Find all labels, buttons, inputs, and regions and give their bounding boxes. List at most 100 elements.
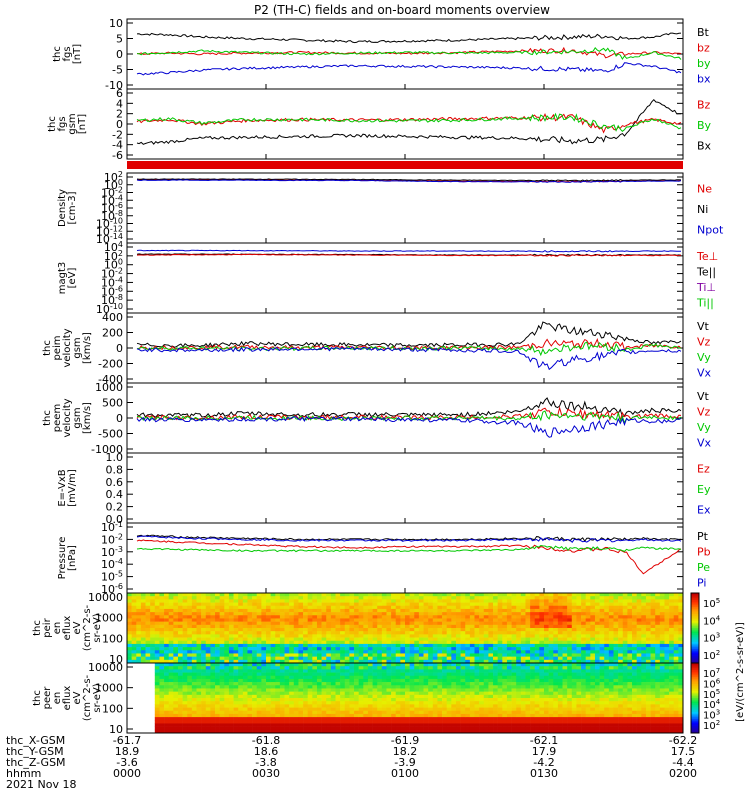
legend-entry: Te⊥ [696, 250, 718, 263]
series-line-Ti [136, 249, 681, 253]
panel-frame [126, 522, 684, 594]
legend-entry: Pt [697, 530, 709, 543]
y-tick-label: 10-2 [101, 267, 123, 281]
y-axis-label-line: [nT] [77, 114, 88, 134]
y-tick-label: 102 [104, 170, 123, 184]
legend-entry: Bx [697, 140, 712, 153]
y-tick-label: 100 [104, 258, 123, 272]
y-axis-label-line: en [52, 622, 63, 635]
y-axis-label-line: (cm^2-s- [82, 604, 93, 651]
y-axis-label-line: eflux [62, 686, 73, 711]
y-axis-label-line: eflux [62, 616, 73, 641]
series-line-Te [136, 253, 682, 257]
legend-entry: Ti⊥ [696, 281, 716, 294]
x-tick-label: 0130 [530, 767, 558, 780]
panel-frame [126, 172, 684, 244]
y-axis-label-line: eV [72, 691, 83, 704]
y-axis-label-line: Pressure [57, 537, 68, 580]
y-tick-label: 0.0 [106, 513, 124, 526]
panel-frame [126, 88, 684, 160]
x-tick-label: -61.8 [252, 734, 280, 747]
y-tick-label: -500 [98, 428, 123, 441]
y-tick-label: 10-6 [101, 284, 123, 298]
y-axis-label-line: E=-VxB [57, 469, 68, 506]
legend-entry: Ex [697, 504, 711, 517]
y-tick-label: -10 [105, 79, 123, 92]
y-tick-label: 10-2 [101, 532, 123, 546]
legend-entry: Ne [697, 182, 712, 195]
x-tick-label: 18.9 [115, 745, 140, 758]
series-line-Vt [136, 321, 682, 348]
y-axis-label-line: peim [52, 335, 63, 360]
y-axis-label-line: (cm^2-s- [82, 674, 93, 721]
y-tick-label: 10-3 [101, 545, 123, 559]
y-tick-label: 0.8 [106, 463, 124, 476]
y-axis-label-line: en [52, 692, 63, 705]
legend-entry: Vz [697, 405, 711, 418]
legend-entry: Vt [697, 320, 710, 333]
y-tick-label: -4 [112, 139, 123, 152]
series-line-Npot [136, 179, 682, 183]
legend-entry: Bt [697, 26, 710, 39]
x-tick-label: 18.2 [393, 745, 418, 758]
y-axis-label-line: thc [42, 340, 53, 356]
y-tick-label: -1000 [91, 443, 123, 456]
legend-entry: Vx [697, 366, 712, 379]
series-line-Bz [136, 112, 682, 134]
y-axis-label-line: thc [42, 410, 53, 426]
legend-entry: Vt [697, 390, 710, 403]
x-tick-label: 0200 [669, 767, 697, 780]
y-tick-label: 0 [116, 48, 123, 61]
y-tick-label: 10000 [88, 661, 123, 674]
panel-6: thc peem velocity gsm [km/s]1000 500 0 -500 -100… [42, 381, 712, 456]
y-tick-label: 1000 [95, 612, 123, 625]
x-tick-label: -4.2 [533, 756, 554, 769]
y-tick-label: 6 [116, 87, 123, 100]
colorbar-tick-label: 105 [703, 597, 720, 610]
y-tick-label: 10-6 [101, 582, 123, 596]
y-axis-label-line: [nPa] [67, 545, 78, 571]
y-axis-label-line: fgs [57, 116, 68, 131]
y-axis-label-line: gsm [72, 337, 83, 358]
legend-entry: Vy [697, 421, 711, 434]
legend-entry: Npot [697, 224, 724, 237]
y-axis-label-line: [km/s] [82, 402, 93, 434]
y-tick-label: 10-5 [101, 570, 123, 584]
y-axis-label-line: peir [42, 617, 53, 637]
x-tick-label: 17.9 [532, 745, 557, 758]
colorbar-side-label: [eV/(cm^2-s-sr-eV)] [735, 622, 746, 722]
y-tick-label: 10-4 [101, 193, 123, 207]
x-axis-row-label: thc_Z-GSM [6, 756, 66, 769]
x-tick-label: 18.6 [254, 745, 279, 758]
y-tick-label: 200 [102, 327, 123, 340]
y-tick-label: -5 [112, 64, 123, 77]
y-axis-label-line: [mV/m] [67, 469, 78, 507]
panel-8: Pressure [nPa] 10-110-210-310-410-510-6 Pt P… [57, 520, 711, 596]
colorbar-tick-label: 107 [703, 667, 720, 680]
x-tick-label: 17.5 [671, 745, 696, 758]
y-axis-label-line: [cm-3] [67, 191, 78, 224]
x-tick-label: -4.4 [672, 756, 693, 769]
series-line-Pe [136, 544, 682, 553]
y-tick-label: 500 [102, 397, 123, 410]
legend-entry: bx [697, 72, 711, 85]
y-tick-label: -400 [98, 373, 123, 386]
y-axis-label-line: [eV] [67, 268, 78, 289]
colorbar-tick-label: 105 [703, 688, 720, 701]
y-tick-label: 10-14 [96, 232, 123, 246]
y-axis-label-line: peem [52, 404, 63, 432]
x-tick-label: 0100 [391, 767, 419, 780]
y-tick-label: 5 [116, 33, 123, 46]
y-tick-label: 104 [104, 240, 123, 254]
y-tick-label: 400 [102, 311, 123, 324]
plot-title: P2 (TH-C) fields and on-board moments ov… [254, 3, 550, 17]
x-axis-row-label: hhmm [6, 767, 41, 780]
y-tick-label: -200 [98, 358, 123, 371]
y-tick-label: 10-4 [101, 557, 123, 571]
x-axis-row-label: thc_Y-GSM [6, 745, 64, 758]
x-tick-label: -62.1 [530, 734, 558, 747]
y-tick-label: 10-8 [101, 209, 123, 223]
y-axis-label-line: eV [72, 621, 83, 634]
y-tick-label: 100 [102, 632, 123, 645]
legend-entry: Pe [697, 561, 710, 574]
